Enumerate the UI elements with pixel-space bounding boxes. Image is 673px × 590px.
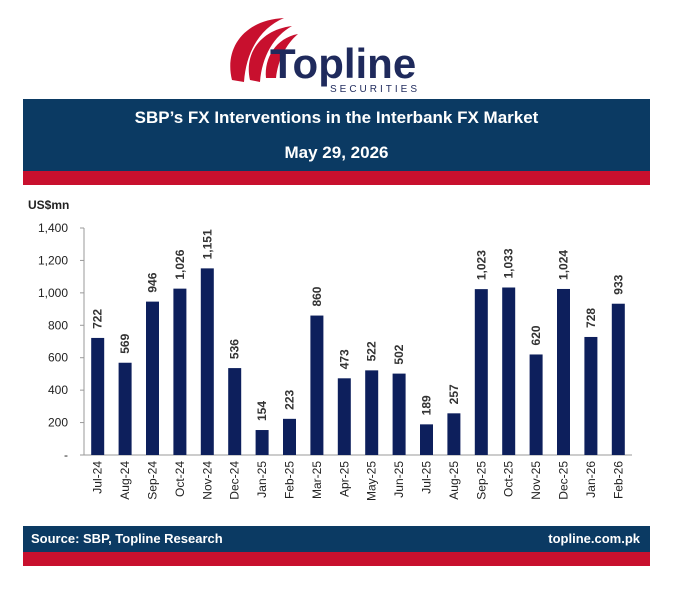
x-tick-label: Sep-25 xyxy=(474,461,488,500)
x-tick-label: Dec-24 xyxy=(228,461,242,500)
bar xyxy=(611,303,625,455)
logo-swoosh-1 xyxy=(230,18,284,82)
data-label: 502 xyxy=(392,344,406,364)
y-axis-unit-label: US$mn xyxy=(28,198,70,212)
bar xyxy=(146,301,159,455)
bar xyxy=(337,378,351,455)
bar xyxy=(392,373,406,455)
x-tick-label: Jul-25 xyxy=(420,461,434,494)
topline-logo: Topline SECURITIES xyxy=(230,18,420,95)
y-tick-label: 1,400 xyxy=(38,221,68,235)
x-tick-label: Jan-26 xyxy=(584,461,598,498)
bar xyxy=(557,288,570,455)
title-red-stripe xyxy=(23,171,650,185)
bar-chart: - 200 400 600 800 1,000 1,200 1,400 722 Jul-24 569… xyxy=(38,221,632,501)
data-label: 1,026 xyxy=(173,249,187,279)
bar xyxy=(91,337,105,455)
data-label: 1,024 xyxy=(557,250,571,280)
x-tick-label: Jan-25 xyxy=(255,461,269,498)
data-label: 536 xyxy=(228,339,242,359)
bar xyxy=(310,315,324,455)
x-tick-label: May-25 xyxy=(365,461,379,501)
x-tick-label: Sep-24 xyxy=(146,461,160,500)
bar xyxy=(200,268,214,455)
y-tick-label: 400 xyxy=(48,383,68,397)
data-label: 1,023 xyxy=(474,250,488,280)
x-tick-label: Dec-25 xyxy=(557,461,571,500)
x-tick-label: Oct-24 xyxy=(173,461,187,497)
x-tick-label: Apr-25 xyxy=(337,461,351,497)
bar xyxy=(255,430,269,455)
footer-band: Source: SBP, Topline Research topline.co… xyxy=(23,526,650,552)
x-tick-label: Feb-25 xyxy=(283,461,297,499)
data-label: 620 xyxy=(529,325,543,345)
y-tick-label: 1,200 xyxy=(38,253,68,267)
y-tick-label: 200 xyxy=(48,416,68,430)
logo-swoosh-2 xyxy=(248,26,292,82)
data-label: 1,033 xyxy=(502,248,516,278)
x-tick-label: Jun-25 xyxy=(392,461,406,498)
bar xyxy=(283,418,296,455)
bar xyxy=(420,424,433,455)
bar xyxy=(474,289,488,455)
chart-date: May 29, 2026 xyxy=(284,143,389,162)
data-label: 569 xyxy=(118,333,132,353)
data-label: 722 xyxy=(91,309,105,329)
bar xyxy=(228,368,242,455)
y-tick-label: 800 xyxy=(48,318,68,332)
footer-red-stripe xyxy=(23,552,650,566)
x-tick-label: Aug-24 xyxy=(118,461,132,500)
data-label: 223 xyxy=(283,389,297,409)
x-tick-label: Aug-25 xyxy=(447,461,461,500)
x-tick-label: Nov-25 xyxy=(529,461,543,500)
y-tick-label: 600 xyxy=(48,351,68,365)
data-label: 522 xyxy=(365,341,379,361)
bar xyxy=(529,354,543,455)
bar xyxy=(584,336,598,455)
data-label: 257 xyxy=(447,384,461,404)
x-tick-label: Oct-25 xyxy=(502,461,516,497)
data-label: 1,151 xyxy=(200,229,214,259)
website-link[interactable]: topline.com.pk xyxy=(548,531,640,546)
data-label: 473 xyxy=(337,349,351,369)
y-tick-label: 1,000 xyxy=(38,286,68,300)
data-label: 154 xyxy=(255,401,269,421)
data-label: 728 xyxy=(584,308,598,328)
bar xyxy=(365,370,379,455)
x-tick-label: Feb-26 xyxy=(611,461,625,499)
x-tick-label: Mar-25 xyxy=(310,461,324,499)
source-note: Source: SBP, Topline Research xyxy=(31,531,223,546)
y-tick-label: - xyxy=(64,448,68,462)
logo-wordmark: Topline xyxy=(270,40,416,87)
logo-swoosh-3 xyxy=(265,34,298,78)
x-tick-label: Jul-24 xyxy=(91,461,105,494)
data-label: 860 xyxy=(310,286,324,306)
bar xyxy=(502,287,516,455)
data-label: 933 xyxy=(611,274,625,294)
x-tick-label: Nov-24 xyxy=(200,461,214,500)
chart-title: SBP’s FX Interventions in the Interbank … xyxy=(134,108,539,127)
data-label: 189 xyxy=(420,395,434,415)
bar xyxy=(447,413,461,455)
title-band: SBP’s FX Interventions in the Interbank … xyxy=(23,99,650,171)
bar xyxy=(173,288,187,455)
logo-tagline: SECURITIES xyxy=(330,84,420,95)
bar xyxy=(118,362,132,455)
data-label: 946 xyxy=(146,272,160,292)
